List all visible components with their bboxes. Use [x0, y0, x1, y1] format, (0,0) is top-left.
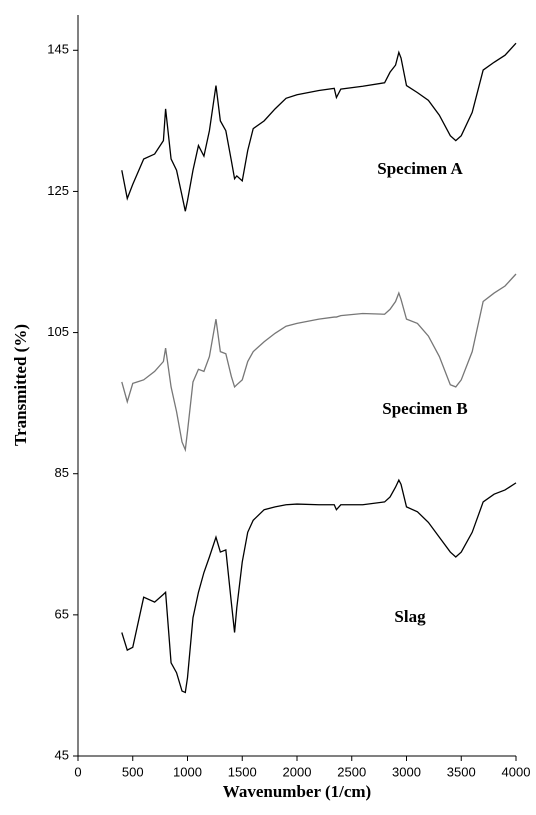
y-axis-title: Transmitted (%) — [11, 324, 30, 446]
series-line — [121, 273, 517, 453]
y-tick-label: 145 — [47, 42, 69, 57]
series-line — [121, 478, 517, 694]
y-tick-label: 105 — [47, 324, 69, 339]
x-tick-label: 3000 — [392, 764, 421, 779]
series-label: Specimen B — [382, 399, 467, 418]
x-tick-label: 2000 — [283, 764, 312, 779]
x-tick-label: 4000 — [502, 764, 531, 779]
y-tick-label: 65 — [55, 606, 69, 621]
y-tick-label: 45 — [55, 747, 69, 762]
x-tick-label: 500 — [122, 764, 144, 779]
series-label: Slag — [394, 607, 426, 626]
x-axis-title: Wavenumber (1/cm) — [223, 782, 371, 801]
series-label: Specimen A — [377, 159, 463, 178]
x-tick-label: 2500 — [337, 764, 366, 779]
y-tick-label: 125 — [47, 183, 69, 198]
y-tick-label: 85 — [55, 465, 69, 480]
x-tick-label: 3500 — [447, 764, 476, 779]
x-tick-label: 0 — [74, 764, 81, 779]
x-tick-label: 1000 — [173, 764, 202, 779]
x-tick-label: 1500 — [228, 764, 257, 779]
series-line — [121, 42, 517, 212]
